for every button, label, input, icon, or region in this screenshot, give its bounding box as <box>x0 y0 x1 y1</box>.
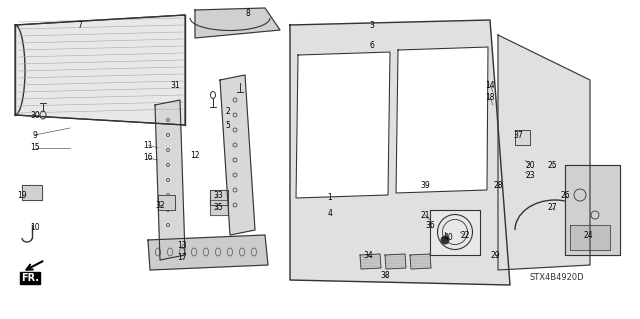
Text: 19: 19 <box>17 190 27 199</box>
Text: 31: 31 <box>170 80 180 90</box>
Polygon shape <box>296 52 390 198</box>
Polygon shape <box>396 47 488 193</box>
Text: 29: 29 <box>490 250 500 259</box>
Polygon shape <box>210 200 228 215</box>
Text: 38: 38 <box>380 271 390 279</box>
Text: 30: 30 <box>30 110 40 120</box>
Text: 39: 39 <box>420 181 430 189</box>
Text: 37: 37 <box>513 130 523 139</box>
Polygon shape <box>210 190 228 205</box>
Text: 3: 3 <box>369 20 374 29</box>
Text: 21: 21 <box>420 211 429 219</box>
Text: 1: 1 <box>328 194 332 203</box>
Polygon shape <box>385 254 406 269</box>
Text: FR.: FR. <box>21 273 39 283</box>
Text: 13: 13 <box>177 241 187 249</box>
Text: 6: 6 <box>369 41 374 49</box>
Polygon shape <box>360 254 381 269</box>
Text: 26: 26 <box>560 190 570 199</box>
Polygon shape <box>15 15 185 125</box>
Text: 32: 32 <box>155 201 165 210</box>
Text: 4: 4 <box>328 209 332 218</box>
Text: 35: 35 <box>213 204 223 212</box>
Text: 12: 12 <box>190 151 200 160</box>
Text: 7: 7 <box>77 20 83 29</box>
Polygon shape <box>290 20 510 285</box>
Text: 27: 27 <box>547 204 557 212</box>
Text: 22: 22 <box>460 231 470 240</box>
Text: 23: 23 <box>525 170 535 180</box>
Polygon shape <box>565 165 620 255</box>
Text: 5: 5 <box>225 122 230 130</box>
Text: 20: 20 <box>525 160 535 169</box>
Text: 15: 15 <box>30 144 40 152</box>
Text: 25: 25 <box>547 160 557 169</box>
Text: 18: 18 <box>485 93 495 102</box>
Text: 40: 40 <box>443 234 453 242</box>
Text: 11: 11 <box>143 140 153 150</box>
Text: 33: 33 <box>213 190 223 199</box>
Polygon shape <box>498 35 590 270</box>
Polygon shape <box>158 195 175 210</box>
Polygon shape <box>195 8 280 38</box>
Text: FR.: FR. <box>21 273 39 283</box>
Text: 14: 14 <box>485 80 495 90</box>
Text: 36: 36 <box>425 220 435 229</box>
Polygon shape <box>515 130 530 145</box>
Polygon shape <box>570 225 610 250</box>
Text: 17: 17 <box>177 254 187 263</box>
Text: 28: 28 <box>493 181 503 189</box>
Polygon shape <box>410 254 431 269</box>
Polygon shape <box>22 185 42 200</box>
Text: 2: 2 <box>226 108 230 116</box>
Text: 9: 9 <box>33 130 37 139</box>
Text: 24: 24 <box>583 231 593 240</box>
Text: 16: 16 <box>143 153 153 162</box>
Text: 8: 8 <box>246 10 250 19</box>
Polygon shape <box>430 210 480 255</box>
Text: 10: 10 <box>30 224 40 233</box>
Polygon shape <box>155 100 185 260</box>
Text: 34: 34 <box>363 250 373 259</box>
Polygon shape <box>220 75 255 235</box>
Polygon shape <box>148 235 268 270</box>
Ellipse shape <box>441 236 449 244</box>
Text: STX4B4920D: STX4B4920D <box>530 273 584 283</box>
